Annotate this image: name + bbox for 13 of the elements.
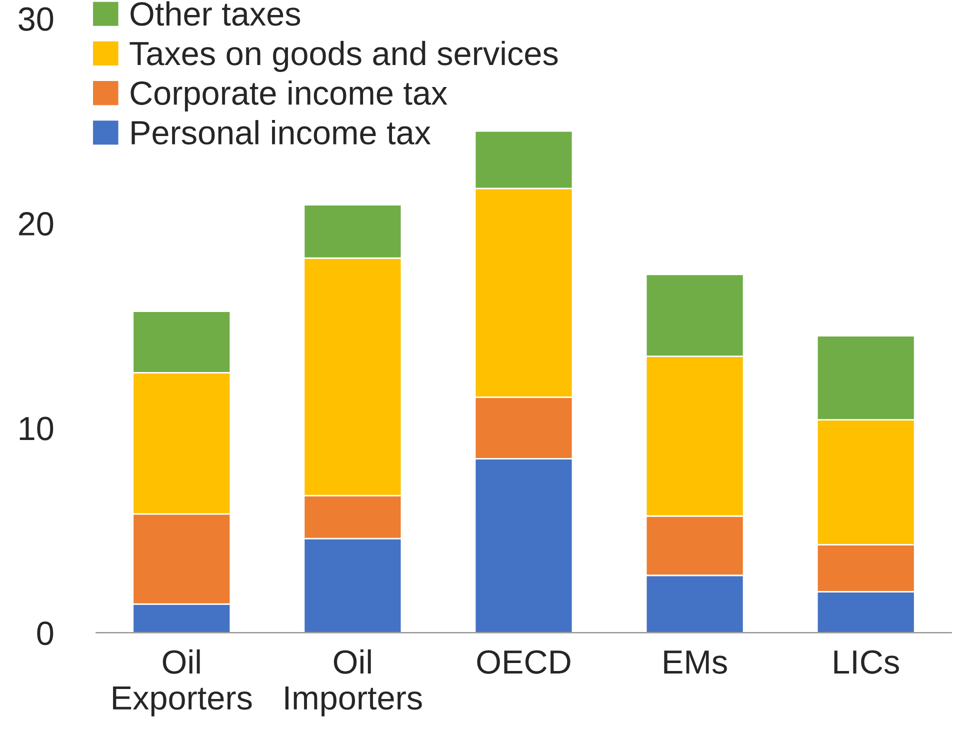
y-tick-label: 20 bbox=[19, 212, 54, 236]
x-tick-label: EMs bbox=[664, 650, 727, 674]
legend-label: Taxes on goods and services bbox=[130, 40, 558, 72]
y-tick-label: 0 bbox=[37, 622, 54, 646]
x-tick-label: LICs bbox=[834, 650, 899, 674]
y-tick-label: 10 bbox=[20, 416, 54, 440]
y-tick-label: 30 bbox=[18, 7, 54, 31]
legend-label: Personal income tax bbox=[132, 120, 431, 145]
legend-label: Other taxes bbox=[130, 1, 300, 26]
x-tick-label: Oil Exporters bbox=[113, 649, 252, 716]
x-tick-label: Oil Importers bbox=[285, 649, 422, 716]
legend-label: Corporate income tax bbox=[130, 80, 448, 112]
x-tick-label: OECD bbox=[477, 650, 570, 674]
